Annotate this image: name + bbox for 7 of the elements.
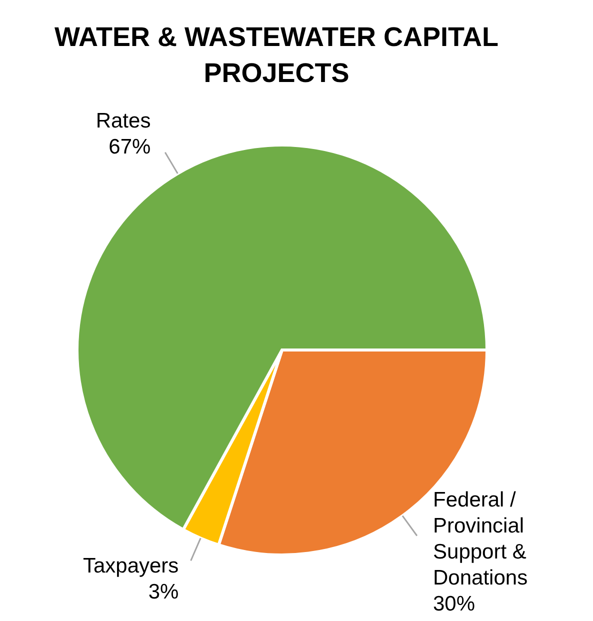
data-label: 67% xyxy=(108,136,151,159)
data-label: 3% xyxy=(148,580,179,604)
slice-label: Taxpayers xyxy=(82,554,179,578)
slice-label: Federal / Provincial Support & Donations xyxy=(433,488,528,590)
slice-label: Rates xyxy=(96,110,151,133)
chart-title: WATER & WASTEWATER CAPITAL PROJECTS xyxy=(54,22,498,88)
data-label: 30% xyxy=(433,592,476,616)
